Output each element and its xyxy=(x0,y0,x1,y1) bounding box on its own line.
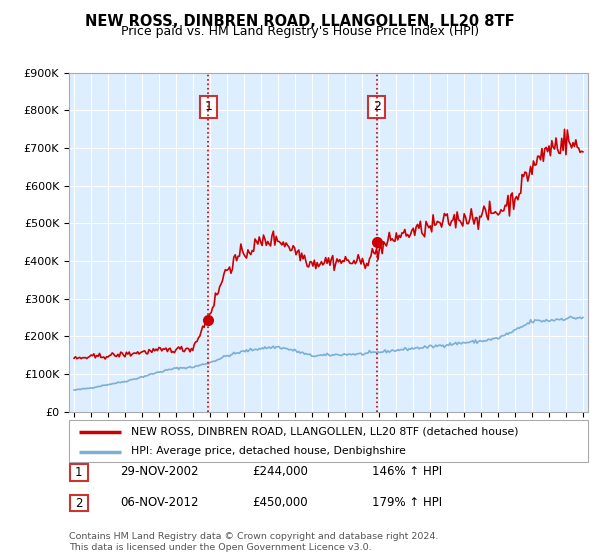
FancyBboxPatch shape xyxy=(70,464,88,480)
Text: NEW ROSS, DINBREN ROAD, LLANGOLLEN, LL20 8TF (detached house): NEW ROSS, DINBREN ROAD, LLANGOLLEN, LL20… xyxy=(131,427,519,437)
FancyBboxPatch shape xyxy=(69,420,588,462)
Text: 2: 2 xyxy=(75,497,83,510)
Text: 1: 1 xyxy=(205,100,212,113)
Text: 29-NOV-2002: 29-NOV-2002 xyxy=(120,465,199,478)
Text: NEW ROSS, DINBREN ROAD, LLANGOLLEN, LL20 8TF: NEW ROSS, DINBREN ROAD, LLANGOLLEN, LL20… xyxy=(85,14,515,29)
Text: £450,000: £450,000 xyxy=(252,496,308,509)
Text: This data is licensed under the Open Government Licence v3.0.: This data is licensed under the Open Gov… xyxy=(69,543,371,552)
Text: Price paid vs. HM Land Registry's House Price Index (HPI): Price paid vs. HM Land Registry's House … xyxy=(121,25,479,38)
Text: 179% ↑ HPI: 179% ↑ HPI xyxy=(372,496,442,509)
Text: £244,000: £244,000 xyxy=(252,465,308,478)
Text: 1: 1 xyxy=(75,466,83,479)
Text: 2: 2 xyxy=(373,100,380,113)
Text: 146% ↑ HPI: 146% ↑ HPI xyxy=(372,465,442,478)
Text: Contains HM Land Registry data © Crown copyright and database right 2024.: Contains HM Land Registry data © Crown c… xyxy=(69,532,439,541)
Text: HPI: Average price, detached house, Denbighshire: HPI: Average price, detached house, Denb… xyxy=(131,446,406,456)
Text: 06-NOV-2012: 06-NOV-2012 xyxy=(120,496,199,509)
FancyBboxPatch shape xyxy=(70,495,88,511)
